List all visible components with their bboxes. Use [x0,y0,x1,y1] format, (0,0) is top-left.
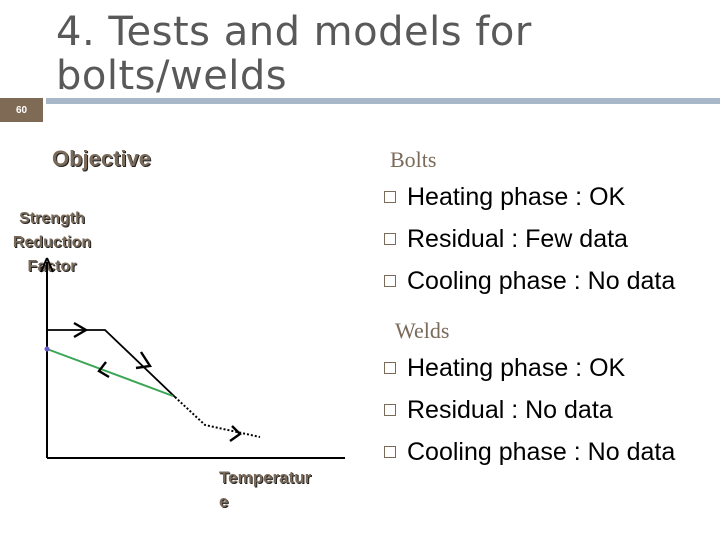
welds-item-residual: Residual : No data [407,395,613,424]
square-bullet-icon [384,191,396,203]
bolts-item-cooling: Cooling phase : No data [407,266,676,295]
y-axis-label: Strength Reduction Factor [2,207,102,279]
objective-label: Objective [52,146,152,171]
square-bullet-icon [384,446,396,458]
list-item: Cooling phase : No data [384,260,675,302]
cooling-curve-dotted [174,396,261,438]
square-bullet-icon [384,362,396,374]
x-axis-label-line-2: e [219,492,229,511]
y-axis-label-line-1: Strength [19,210,85,227]
list-item: Heating phase : OK [384,176,675,218]
list-item: Cooling phase : No data [384,431,675,473]
residual-start-dot [44,346,50,352]
bolts-item-heating: Heating phase : OK [407,182,626,211]
square-bullet-icon [384,404,396,416]
slide-title-line-2: bolts/welds [56,53,288,99]
bolts-heading: Bolts [390,147,437,172]
y-axis-arrowhead-left [40,257,48,273]
slide-title: 4. Tests and models for bolts/welds [56,10,532,98]
y-axis-arrowhead-right [46,257,54,273]
welds-list: Heating phase : OK Residual : No data Co… [384,347,675,473]
y-axis-label-line-2: Reduction [12,234,92,251]
slide-title-line-1: 4. Tests and models for [56,9,532,55]
welds-heading: Welds [395,318,450,343]
x-axis-label-line-1: Temperatur [219,468,312,487]
square-bullet-icon [384,233,396,245]
list-item: Heating phase : OK [384,347,675,389]
arrow-cooling [229,425,242,442]
heating-curve [47,329,176,398]
bolts-list: Heating phase : OK Residual : Few data C… [384,176,675,302]
y-axis-label-line-3: Factor [27,258,77,275]
x-axis-label: Temperatur e [219,466,329,514]
list-item: Residual : No data [384,389,675,431]
slide-number: 60 [0,98,43,122]
list-item: Residual : Few data [384,218,675,260]
residual-green-line [46,348,174,397]
arrow-heating-2 [135,351,153,370]
arrow-heating-1 [73,321,89,339]
welds-item-heating: Heating phase : OK [407,353,626,382]
square-bullet-icon [384,275,396,287]
bolts-item-residual: Residual : Few data [407,224,628,253]
title-underline-bar [46,98,720,104]
welds-item-cooling: Cooling phase : No data [407,437,676,466]
arrow-residual [97,361,110,379]
